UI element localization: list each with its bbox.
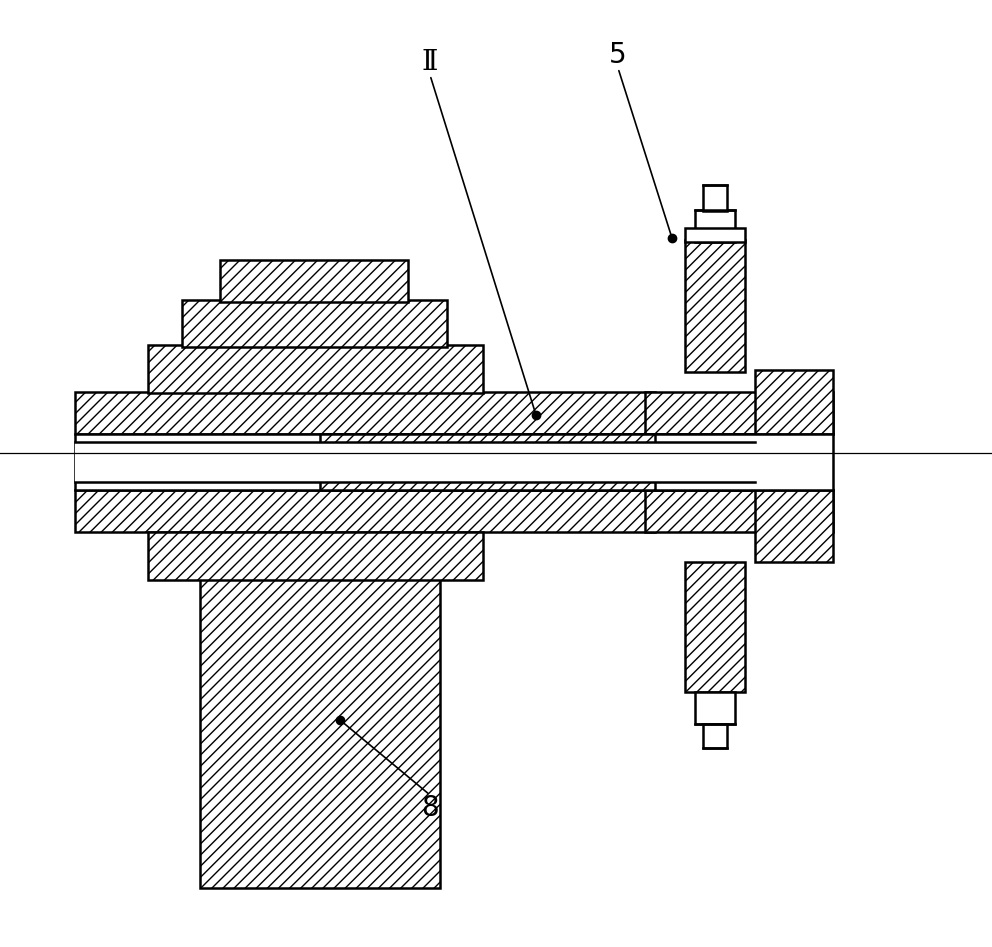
Bar <box>75 490 655 532</box>
Bar <box>685 562 745 692</box>
Bar <box>320 468 655 490</box>
Bar <box>645 434 833 490</box>
Bar <box>685 240 745 372</box>
Bar <box>75 392 655 434</box>
Bar <box>220 260 408 302</box>
Bar <box>200 578 440 888</box>
Bar <box>148 532 483 580</box>
Bar <box>182 300 447 347</box>
Bar <box>695 692 735 724</box>
Bar <box>755 490 833 562</box>
Bar <box>320 434 655 456</box>
Bar <box>695 210 735 242</box>
Bar <box>703 185 727 211</box>
Bar <box>645 490 833 532</box>
Bar <box>75 442 755 482</box>
Bar <box>685 228 745 242</box>
Bar <box>75 434 755 490</box>
Text: Ⅱ: Ⅱ <box>422 48 438 76</box>
Bar <box>703 724 727 748</box>
Text: 5: 5 <box>609 41 627 69</box>
Bar <box>645 392 833 434</box>
Bar <box>755 370 833 434</box>
Text: 8: 8 <box>422 794 438 822</box>
Bar <box>148 345 483 393</box>
